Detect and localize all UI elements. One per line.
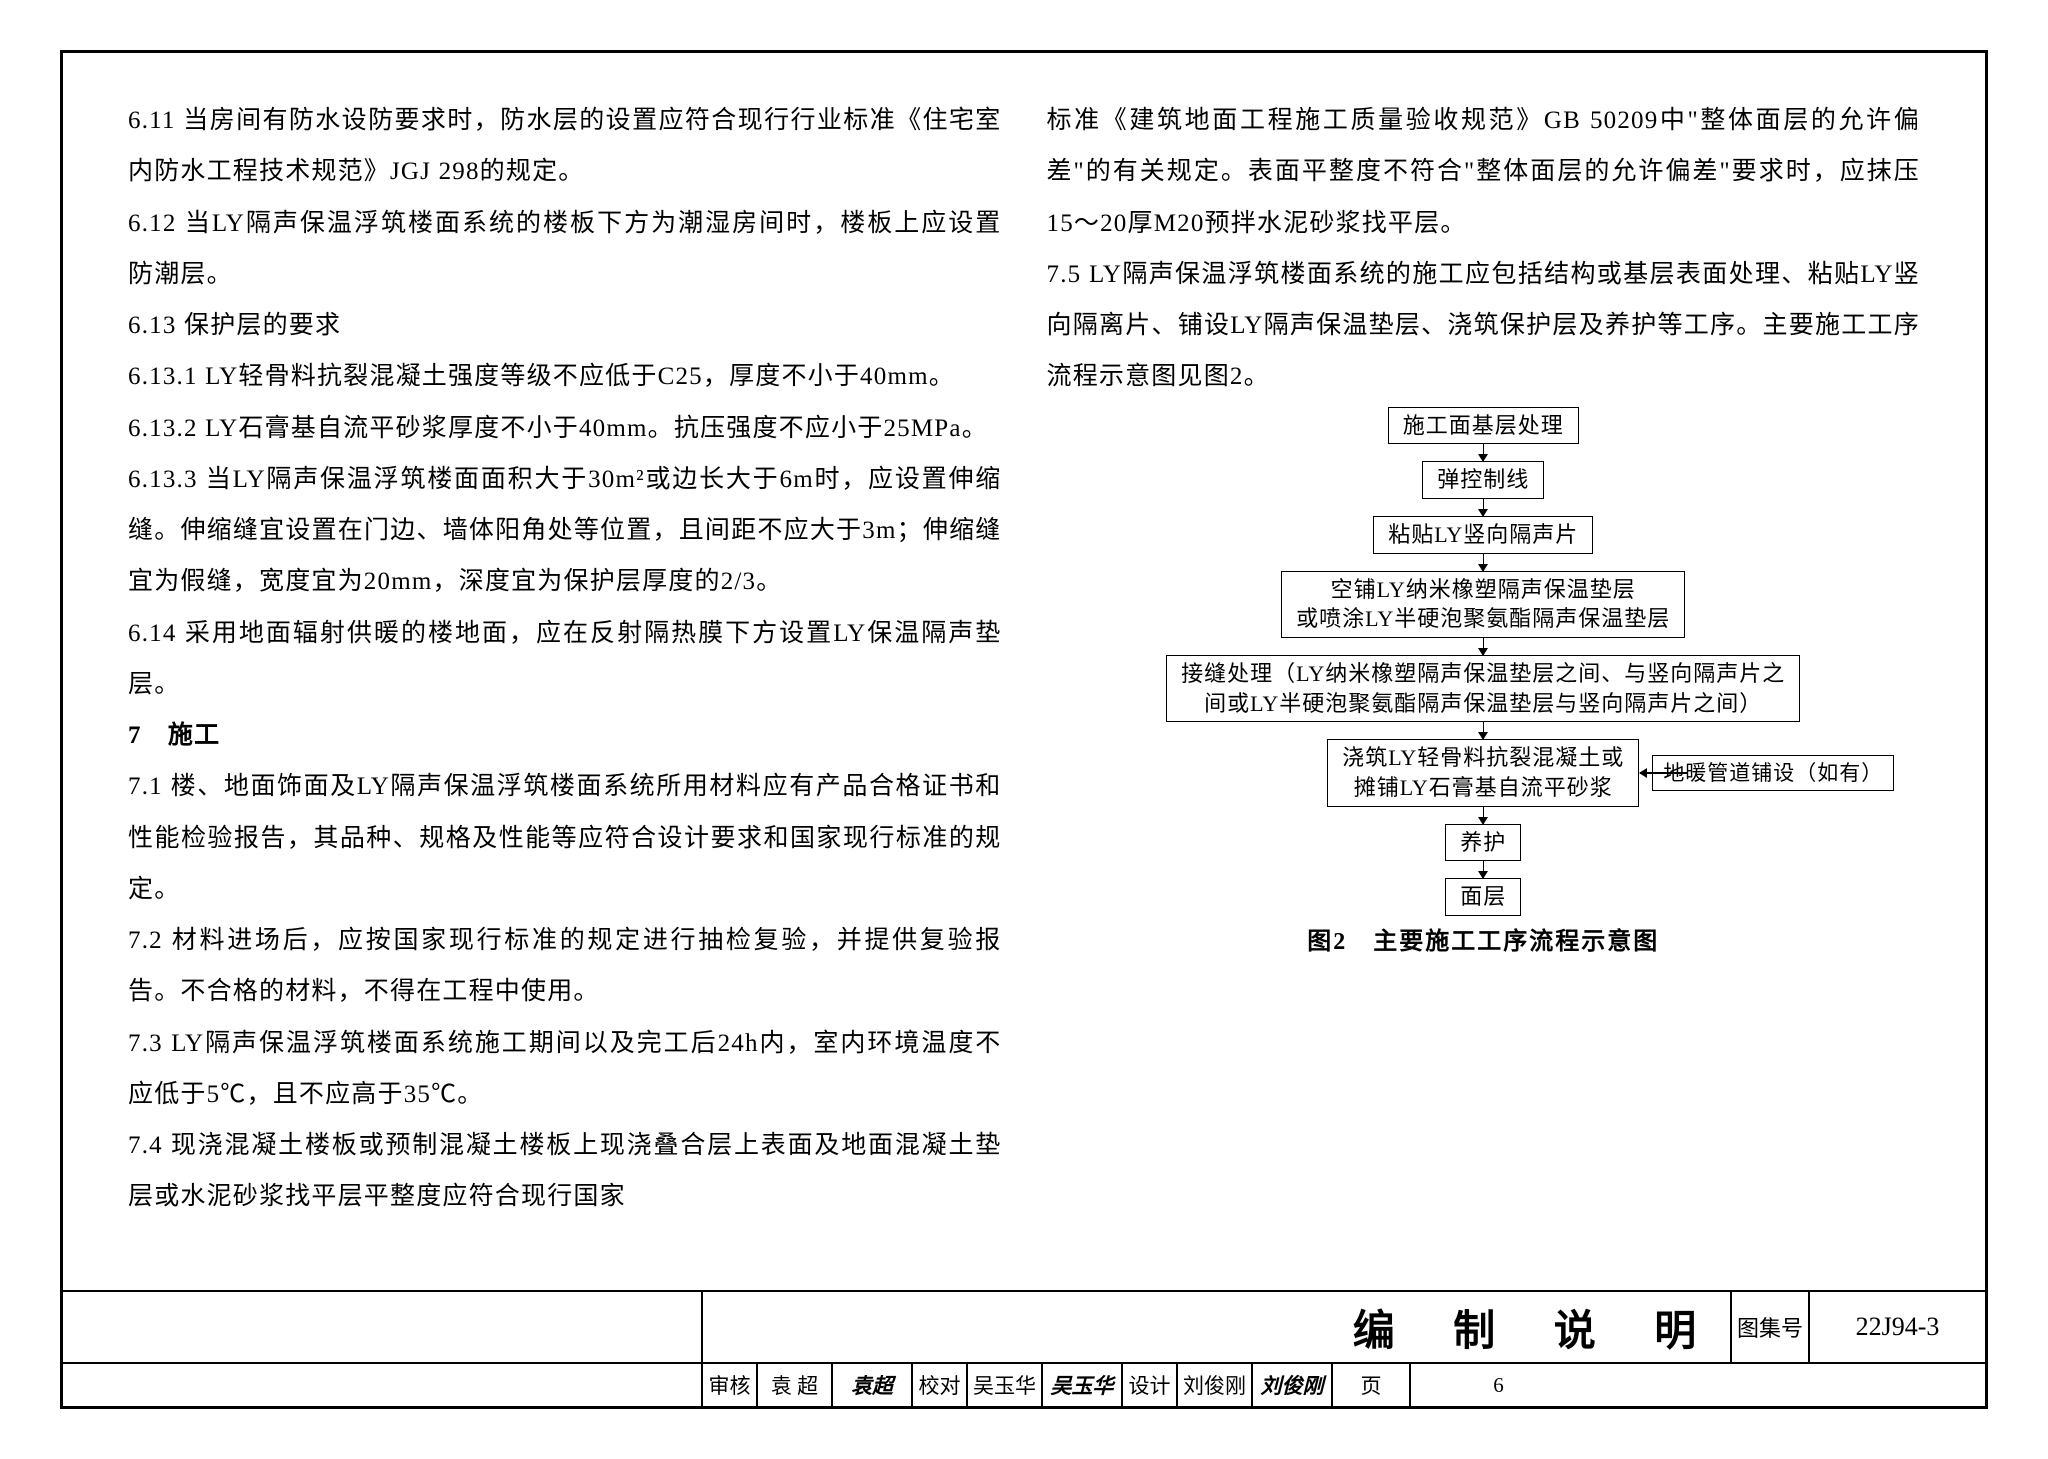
right-column: 标准《建筑地面工程施工质量验收规范》GB 50209中"整体面层的允许偏差"的有…	[1047, 95, 1921, 1290]
reviewer-sig-1: 吴玉华	[1043, 1364, 1123, 1406]
section-7-heading: 7 施工	[128, 710, 1002, 761]
para-7-5: 7.5 LY隔声保温浮筑楼面系统的施工应包括结构或基层表面处理、粘贴LY竖向隔离…	[1047, 249, 1921, 403]
flow-node-8: 面层	[1445, 878, 1521, 916]
title-row-2: 审核 袁 超 袁超 校对 吴玉华 吴玉华 设计 刘俊刚 刘俊刚 页 6	[63, 1362, 1985, 1406]
page-number: 6	[1411, 1364, 1586, 1406]
title-main: 编 制 说 明	[703, 1292, 1732, 1362]
flow-arrow	[1483, 499, 1485, 516]
flow-row-6: 浇筑LY轻骨料抗裂混凝土或 摊铺LY石膏基自流平砂浆 地暖管道铺设（如有）	[1327, 739, 1639, 806]
para-6-13-3: 6.13.3 当LY隔声保温浮筑楼面面积大于30m²或边长大于6m时，应设置伸缩…	[128, 454, 1002, 608]
para-6-11: 6.11 当房间有防水设防要求时，防水层的设置应符合现行行业标准《住宅室内防水工…	[128, 95, 1002, 198]
title-spacer-left-2	[63, 1364, 703, 1406]
set-number-label: 图集号	[1732, 1292, 1810, 1362]
document-title: 编 制 说 明	[1343, 1297, 1730, 1358]
flow-node-2: 弹控制线	[1422, 461, 1544, 499]
page-frame: 6.11 当房间有防水设防要求时，防水层的设置应符合现行行业标准《住宅室内防水工…	[60, 50, 1988, 1409]
title-row-1: 编 制 说 明 图集号 22J94-3	[63, 1292, 1985, 1362]
flow-arrow	[1483, 861, 1485, 878]
flow-arrow	[1483, 722, 1485, 739]
flow-node-7: 养护	[1445, 824, 1521, 862]
reviewer-name-0: 袁 超	[758, 1364, 833, 1406]
para-7-1: 7.1 楼、地面饰面及LY隔声保温浮筑楼面系统所用材料应有产品合格证书和性能检验…	[128, 761, 1002, 915]
flow-arrow	[1483, 638, 1485, 655]
title-block: 编 制 说 明 图集号 22J94-3 审核 袁 超 袁超 校对 吴玉华 吴玉华…	[63, 1290, 1985, 1406]
flow-arrow	[1483, 807, 1485, 824]
para-7-4: 7.4 现浇混凝土楼板或预制混凝土楼板上现浇叠合层上表面及地面混凝土垫层或水泥砂…	[128, 1120, 1002, 1223]
flowchart: 施工面基层处理 弹控制线 粘贴LY竖向隔声片 空铺LY纳米橡塑隔声保温垫层 或喷…	[1047, 407, 1921, 959]
flowchart-caption: 图2 主要施工工序流程示意图	[1307, 926, 1659, 958]
flow-node-1: 施工面基层处理	[1388, 407, 1579, 445]
flow-node-5: 接缝处理（LY纳米橡塑隔声保温垫层之间、与竖向隔声片之 间或LY半硬泡聚氨酯隔声…	[1166, 655, 1800, 722]
reviewer-role-2: 设计	[1123, 1364, 1178, 1406]
reviewer-sig-0: 袁超	[833, 1364, 913, 1406]
flow-node-4: 空铺LY纳米橡塑隔声保温垫层 或喷涂LY半硬泡聚氨酯隔声保温垫层	[1281, 571, 1685, 638]
para-7-3: 7.3 LY隔声保温浮筑楼面系统施工期间以及完工后24h内，室内环境温度不应低于…	[128, 1018, 1002, 1121]
para-6-13: 6.13 保护层的要求	[128, 300, 1002, 351]
para-6-13-2: 6.13.2 LY石膏基自流平砂浆厚度不小于40mm。抗压强度不应小于25MPa…	[128, 403, 1002, 454]
para-6-14: 6.14 采用地面辐射供暖的楼地面，应在反射隔热膜下方设置LY保温隔声垫层。	[128, 608, 1002, 711]
reviewer-sig-2: 刘俊刚	[1253, 1364, 1333, 1406]
para-7-4-cont: 标准《建筑地面工程施工质量验收规范》GB 50209中"整体面层的允许偏差"的有…	[1047, 95, 1921, 249]
set-number-value: 22J94-3	[1810, 1292, 1985, 1362]
left-column: 6.11 当房间有防水设防要求时，防水层的设置应符合现行行业标准《住宅室内防水工…	[128, 95, 1002, 1290]
reviewer-name-2: 刘俊刚	[1178, 1364, 1253, 1406]
reviewer-role-0: 审核	[703, 1364, 758, 1406]
flow-arrow	[1483, 554, 1485, 571]
content-area: 6.11 当房间有防水设防要求时，防水层的设置应符合现行行业标准《住宅室内防水工…	[128, 95, 1920, 1290]
reviewer-role-1: 校对	[913, 1364, 968, 1406]
flow-node-6: 浇筑LY轻骨料抗裂混凝土或 摊铺LY石膏基自流平砂浆	[1327, 739, 1639, 806]
flow-arrow	[1483, 444, 1485, 461]
para-7-2: 7.2 材料进场后，应按国家现行标准的规定进行抽检复验，并提供复验报告。不合格的…	[128, 915, 1002, 1018]
page-label: 页	[1333, 1364, 1411, 1406]
reviewer-name-1: 吴玉华	[968, 1364, 1043, 1406]
flow-side-node: 地暖管道铺设（如有）	[1652, 755, 1894, 791]
para-6-12: 6.12 当LY隔声保温浮筑楼面系统的楼板下方为潮湿房间时，楼板上应设置防潮层。	[128, 198, 1002, 301]
title-spacer-left	[63, 1292, 703, 1362]
para-6-13-1: 6.13.1 LY轻骨料抗裂混凝土强度等级不应低于C25，厚度不小于40mm。	[128, 351, 1002, 402]
flow-node-3: 粘贴LY竖向隔声片	[1373, 516, 1593, 554]
